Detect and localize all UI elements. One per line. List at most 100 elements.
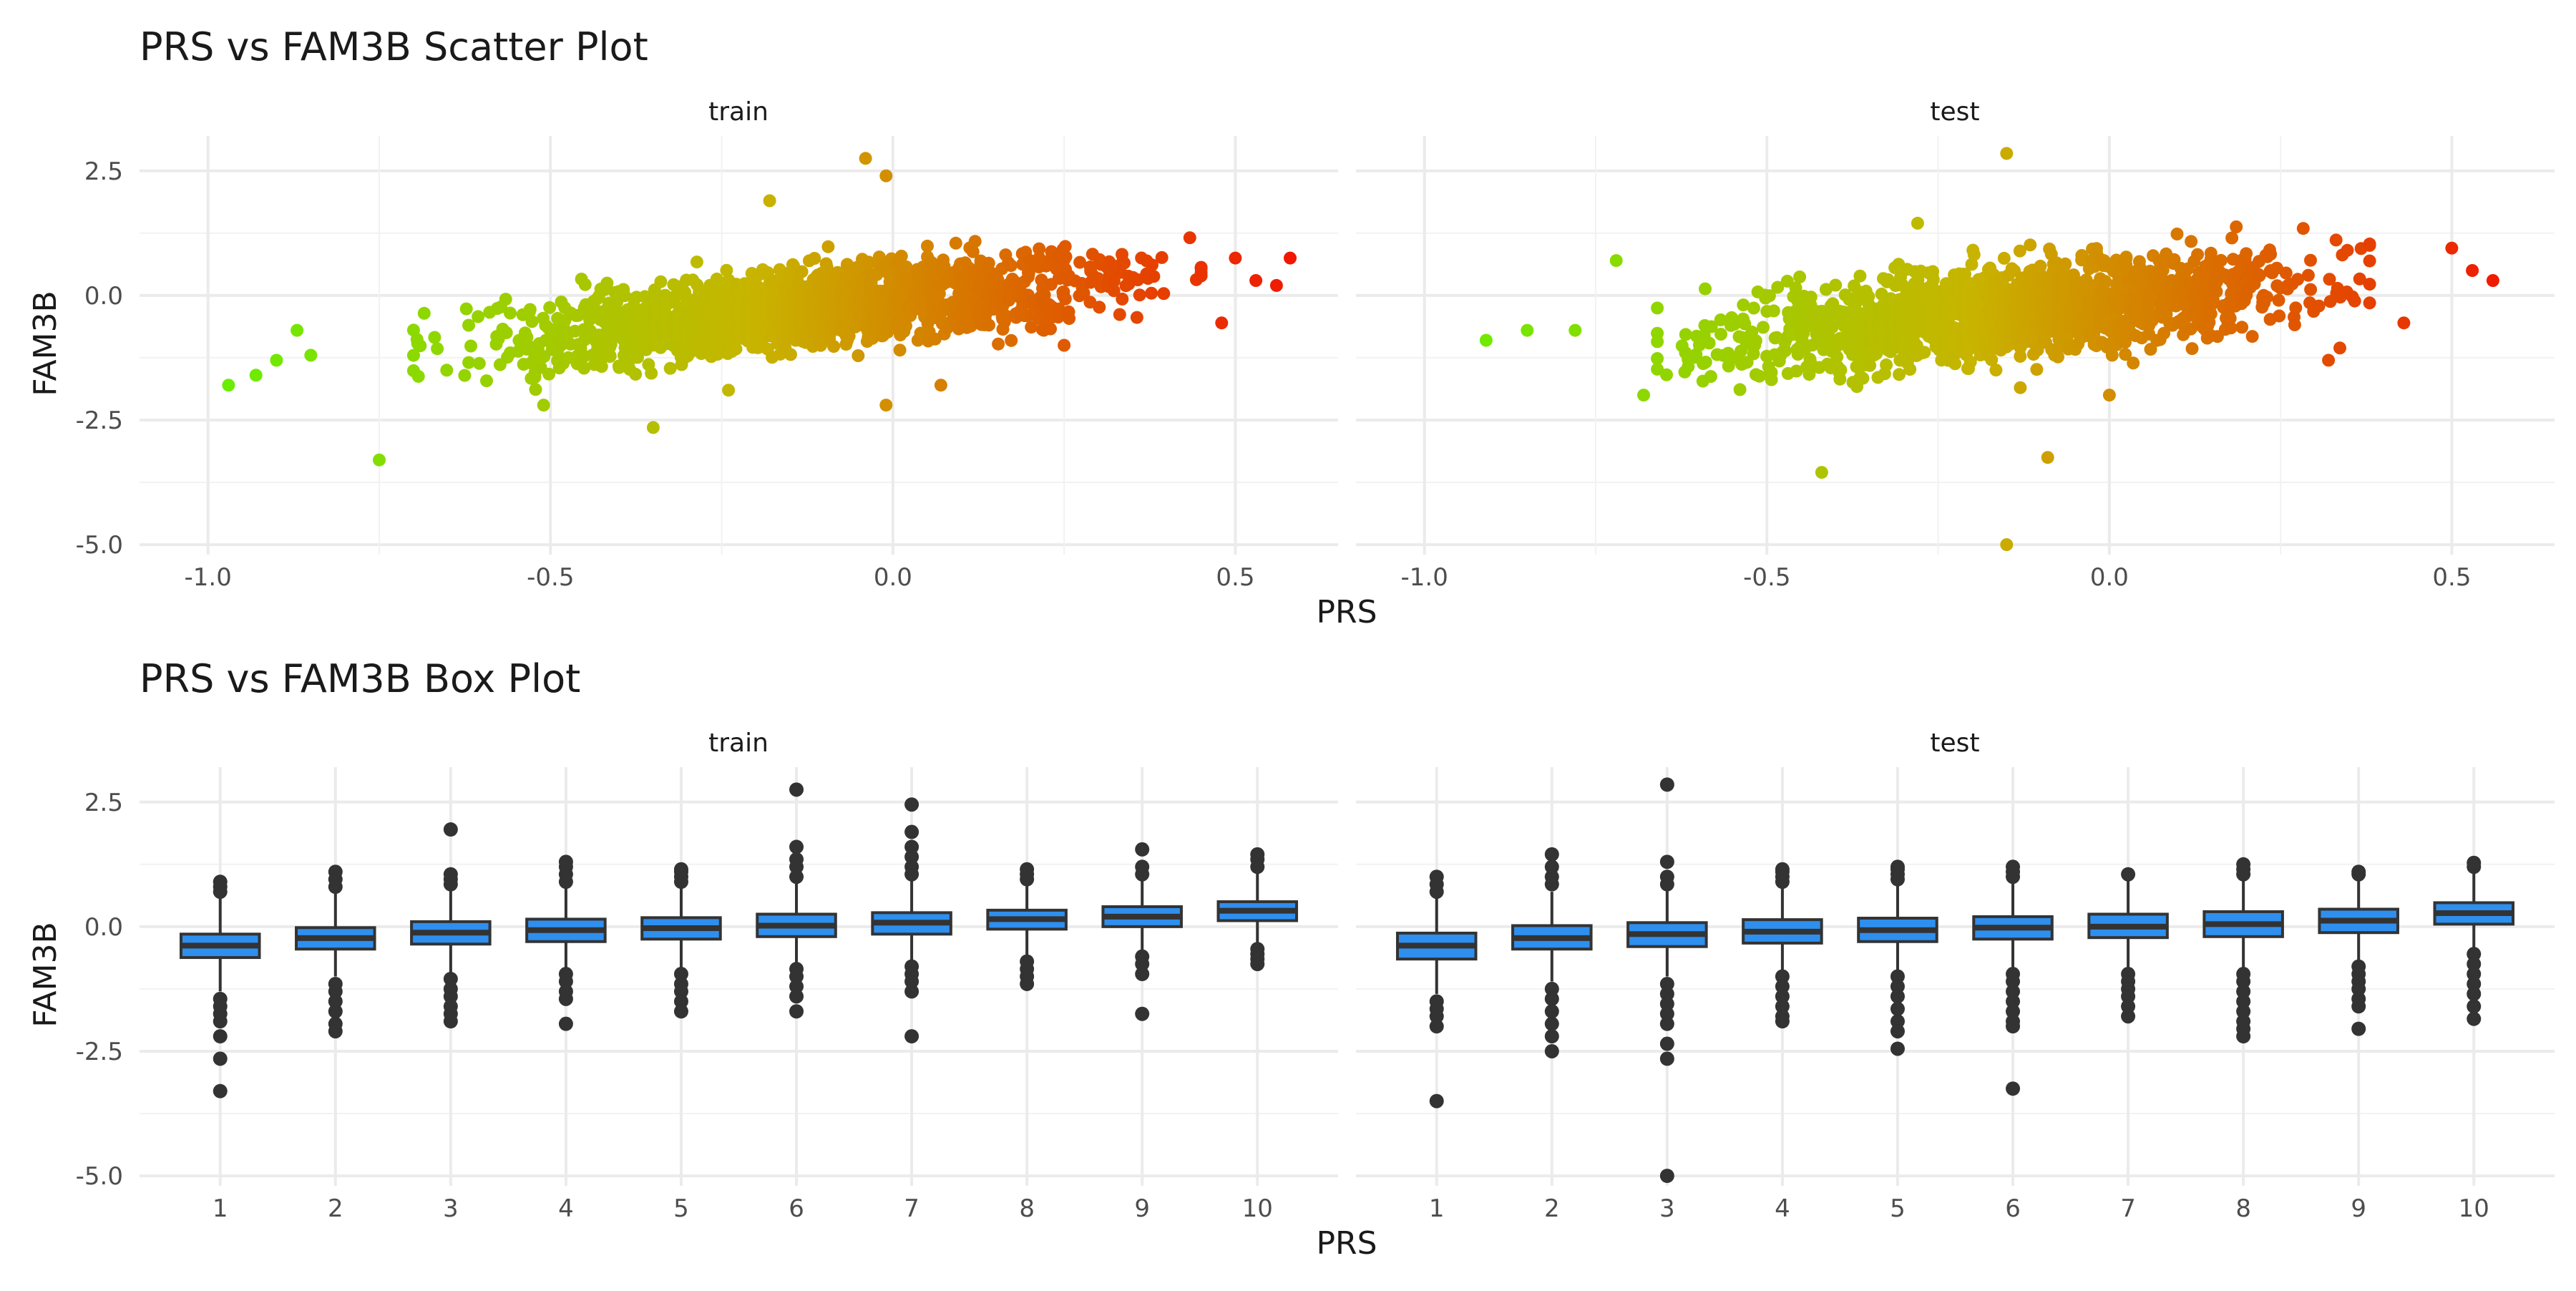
scatter-point xyxy=(1714,313,1727,326)
scatter-point xyxy=(2289,301,2303,315)
scatter-point xyxy=(2245,330,2259,344)
box-y-tick-label: 0.0 xyxy=(84,913,123,942)
scatter-point xyxy=(821,240,835,253)
scatter-point xyxy=(949,236,962,250)
scatter-point xyxy=(1682,360,1695,374)
box-outlier xyxy=(2121,867,2136,882)
scatter-point xyxy=(654,275,668,288)
box-outlier xyxy=(1429,869,1444,885)
scatter-point xyxy=(577,361,591,375)
scatter-point xyxy=(480,374,493,388)
box-outlier xyxy=(443,1014,458,1029)
box-outlier xyxy=(2236,857,2251,872)
box-outlier xyxy=(328,1024,343,1039)
scatter-point xyxy=(1771,281,1785,294)
box-outlier xyxy=(1659,996,1674,1011)
scatter-point xyxy=(1963,355,1977,369)
scatter-point xyxy=(1765,373,1778,386)
scatter-point xyxy=(2075,249,2089,262)
box-title: PRS vs FAM3B Box Plot xyxy=(140,656,580,701)
scatter-point xyxy=(613,361,626,374)
scatter-point xyxy=(2170,228,2184,240)
scatter-point xyxy=(2304,253,2317,267)
scatter-point xyxy=(2397,316,2411,330)
scatter-point xyxy=(1790,364,1803,378)
box-outlier xyxy=(904,797,919,812)
scatter-point xyxy=(458,369,472,382)
box-x-tick-label: 2 xyxy=(1544,1194,1560,1223)
box-outlier xyxy=(1544,1016,1559,1031)
scatter-point xyxy=(992,337,1005,351)
box-outlier xyxy=(1429,1093,1444,1109)
scatter-x-tick-label: 0.5 xyxy=(1216,563,1254,592)
scatter-point xyxy=(578,278,592,291)
scatter-point xyxy=(859,152,872,165)
scatter-point xyxy=(964,319,977,333)
scatter-point xyxy=(1093,301,1106,314)
box-outlier xyxy=(2006,1081,2021,1096)
scatter-point xyxy=(894,249,908,263)
box-outlier xyxy=(558,1016,573,1031)
box-outlier xyxy=(1429,1019,1444,1034)
box-outlier xyxy=(1135,859,1150,875)
scatter-point xyxy=(1863,359,1877,372)
scatter-point xyxy=(1183,231,1196,245)
scatter-point xyxy=(966,245,980,258)
scatter-point xyxy=(1825,321,1839,334)
scatter-x-tick-label: -1.0 xyxy=(185,563,232,592)
scatter-point xyxy=(1229,251,1242,265)
scatter-point xyxy=(2363,254,2376,268)
box-outlier xyxy=(1775,969,1790,984)
scatter-point xyxy=(406,349,420,362)
box-outlier xyxy=(2351,864,2366,880)
box-outlier xyxy=(328,984,343,999)
tick-labels-layer: 2.5 0.0 -2.5 -5.0 2.5 0.0 -2.5 -5.0 -1.0 -0.5 0.0 0… xyxy=(76,157,2489,1223)
box-outlier xyxy=(1544,1004,1559,1019)
scatter-point xyxy=(1249,274,1263,287)
box-outlier xyxy=(1775,989,1790,1004)
scatter-point xyxy=(784,348,797,361)
scatter-point xyxy=(1893,368,1906,381)
scatter-point xyxy=(2059,257,2072,271)
scatter-point xyxy=(1063,312,1076,325)
scatter-point xyxy=(1155,250,1169,264)
box-outlier xyxy=(443,989,458,1004)
scatter-point xyxy=(504,306,517,320)
box-outlier xyxy=(1135,1006,1150,1021)
scatter-point xyxy=(2014,381,2027,394)
box-outlier xyxy=(1544,859,1559,875)
box-outlier xyxy=(1890,1041,1905,1056)
box-test-7 xyxy=(2087,867,2169,1024)
scatter-point xyxy=(1749,334,1762,348)
scatter-point xyxy=(2279,266,2293,280)
box-outlier xyxy=(1659,1016,1674,1031)
box-x-tick-label: 9 xyxy=(2351,1194,2366,1223)
scatter-point xyxy=(499,293,512,306)
scatter-point xyxy=(1058,338,1071,352)
scatter-x-axis-title: PRS xyxy=(1316,594,1377,630)
scatter-point xyxy=(2272,293,2285,307)
scatter-point xyxy=(499,326,513,339)
box-outlier xyxy=(673,984,688,999)
scatter-point xyxy=(1033,242,1046,255)
box-x-tick-label: 1 xyxy=(213,1194,228,1223)
scatter-strip-train: train xyxy=(708,97,769,127)
box-x-tick-label: 8 xyxy=(1019,1194,1035,1223)
scatter-point xyxy=(2214,253,2228,267)
scatter-point xyxy=(2353,272,2366,286)
box-train-6 xyxy=(756,782,837,1019)
box-x-tick-label: 4 xyxy=(558,1194,574,1223)
scatter-point xyxy=(1815,466,1828,479)
scatter-point xyxy=(827,340,841,354)
box-outlier xyxy=(1250,847,1265,862)
scatter-point xyxy=(2185,342,2199,356)
scatter-point xyxy=(2296,222,2310,235)
scatter-point xyxy=(2312,299,2326,313)
scatter-point xyxy=(2363,296,2376,310)
scatter-point xyxy=(1660,368,1673,381)
scatter-point xyxy=(1704,320,1718,333)
scatter-point xyxy=(428,331,441,344)
scatter-point xyxy=(690,255,703,269)
box-outlier xyxy=(904,824,919,839)
scatter-point xyxy=(1757,321,1770,334)
